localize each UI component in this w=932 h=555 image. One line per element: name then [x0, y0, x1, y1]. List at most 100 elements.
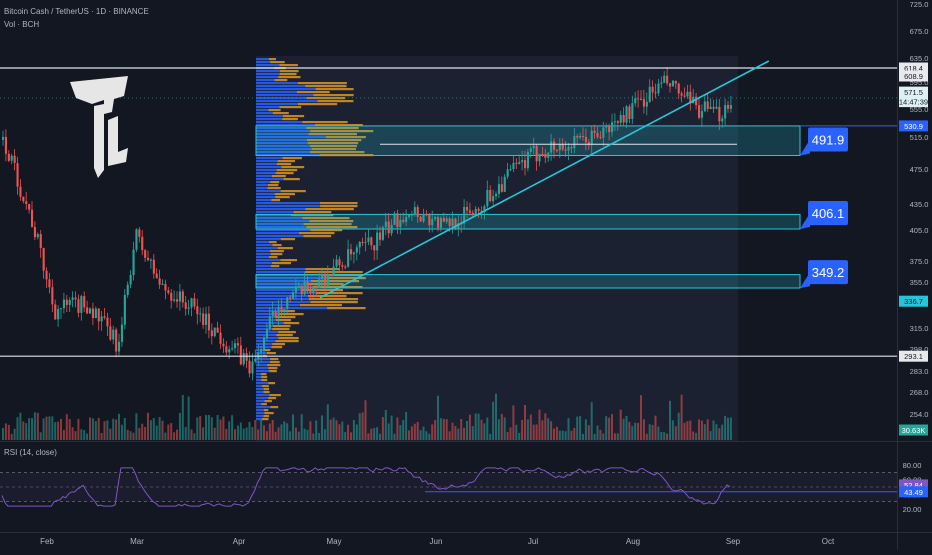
- price-badge-level[interactable]: [899, 120, 928, 132]
- profile-bar-sell: [306, 226, 358, 229]
- volume-bar: [538, 409, 541, 440]
- candle-body: [376, 232, 379, 251]
- candle-body: [547, 152, 550, 158]
- profile-bar-sell: [277, 247, 293, 250]
- volume-bar: [637, 422, 640, 440]
- volume-bar: [178, 412, 181, 440]
- zone-label-box[interactable]: [808, 127, 848, 152]
- time-axis[interactable]: Feb Mar Apr May Jun Jul Aug Sep Oct: [40, 537, 835, 546]
- volume-bar: [277, 427, 280, 440]
- month-label: Jun: [430, 537, 443, 546]
- price-tick: 435.0: [910, 200, 929, 209]
- price-badge-volume[interactable]: [899, 424, 928, 436]
- candle-body: [350, 249, 353, 255]
- volume-bar: [512, 405, 515, 440]
- candle-body: [274, 310, 277, 318]
- volume-bar: [608, 417, 611, 440]
- symbol-title[interactable]: Bitcoin Cash / TetherUS · 1D · BINANCE: [4, 7, 149, 16]
- rsi-badge[interactable]: [899, 479, 928, 491]
- volume-bar: [77, 418, 80, 440]
- profile-bar-buy: [256, 130, 311, 133]
- profile-bar-sell: [309, 220, 354, 223]
- price-badge-price[interactable]: [899, 86, 928, 98]
- profile-bar-buy: [256, 106, 280, 109]
- volume-bar: [280, 424, 283, 440]
- candle-body: [80, 296, 83, 313]
- volume-bar: [129, 431, 132, 440]
- price-badge-line[interactable]: [899, 62, 928, 74]
- volume-bar: [118, 413, 120, 440]
- candle-body: [454, 218, 457, 229]
- rsi-badge[interactable]: [899, 486, 928, 498]
- candle-body: [448, 218, 451, 227]
- volume-bar: [582, 433, 584, 440]
- candle-body: [335, 259, 338, 267]
- profile-bar-buy: [256, 121, 303, 124]
- candle-body: [318, 279, 321, 289]
- month-label: Mar: [130, 537, 144, 546]
- volume-bar: [60, 418, 62, 440]
- zone-label-box[interactable]: [808, 260, 848, 285]
- candle-body: [535, 145, 538, 162]
- profile-bar-buy: [256, 271, 305, 274]
- volume-bar: [268, 423, 271, 440]
- candle-body: [390, 224, 393, 234]
- volume-bar: [689, 420, 692, 440]
- candle-body: [584, 136, 587, 143]
- volume-bar: [132, 432, 135, 440]
- rsi-legend[interactable]: RSI (14, close): [4, 448, 57, 457]
- profile-bar-sell: [261, 376, 268, 379]
- candle-body: [68, 300, 71, 305]
- zone-349.2[interactable]: [255, 274, 801, 289]
- volume-bar: [474, 413, 477, 440]
- drawing-lines[interactable]: [0, 60, 897, 357]
- candle-body: [660, 82, 663, 84]
- volume-bar: [695, 432, 698, 440]
- volume-bar: [625, 416, 628, 440]
- candle-body: [703, 101, 706, 112]
- volume-bar: [477, 413, 480, 440]
- volume-bar: [80, 429, 83, 440]
- trend-line[interactable]: [319, 60, 770, 299]
- profile-bar-buy: [256, 394, 270, 397]
- profile-bar-buy: [256, 307, 328, 310]
- candle-body: [451, 218, 454, 227]
- candle-body: [709, 106, 712, 109]
- price-badge-high[interactable]: [899, 70, 928, 82]
- volume-bar: [448, 431, 451, 440]
- candle-body: [300, 285, 303, 295]
- candle-body: [48, 279, 51, 288]
- profile-bar-sell: [263, 415, 270, 418]
- price-badge-line2[interactable]: [899, 295, 928, 307]
- profile-bar-sell: [270, 406, 279, 409]
- candle-body: [666, 75, 669, 84]
- zone-406.1[interactable]: [255, 213, 801, 230]
- candle-body: [167, 290, 170, 293]
- rsi-badge-text: 52.84: [904, 481, 923, 490]
- profile-bar-sell: [283, 115, 305, 118]
- volume-bar: [518, 432, 521, 440]
- price-badge-low[interactable]: [899, 350, 928, 362]
- profile-bar-buy: [256, 310, 281, 313]
- profile-bar-sell: [315, 88, 354, 91]
- zone-491.9[interactable]: [255, 125, 801, 157]
- candle-body: [321, 273, 324, 280]
- volume-bar: [350, 432, 352, 440]
- volume-bar: [381, 417, 384, 440]
- zone-label-box[interactable]: [808, 201, 848, 226]
- volume-bar: [500, 413, 503, 440]
- volume-legend[interactable]: Vol · BCH: [4, 20, 40, 29]
- candle-body: [622, 115, 625, 123]
- price-badge-countdown[interactable]: [899, 96, 928, 108]
- volume-bar: [25, 423, 28, 440]
- candle-body: [538, 153, 541, 162]
- volume-bar: [570, 430, 573, 440]
- candle-body: [39, 234, 42, 248]
- price-axis[interactable]: 725.0 675.0 635.0 595.0 555.0 515.0 475.0 435.0…: [899, 0, 928, 514]
- candle-body: [292, 292, 295, 299]
- profile-bar-buy: [256, 292, 316, 295]
- volume-bar: [4, 423, 7, 440]
- profile-bar-buy: [256, 412, 265, 415]
- profile-bar-sell: [311, 148, 356, 151]
